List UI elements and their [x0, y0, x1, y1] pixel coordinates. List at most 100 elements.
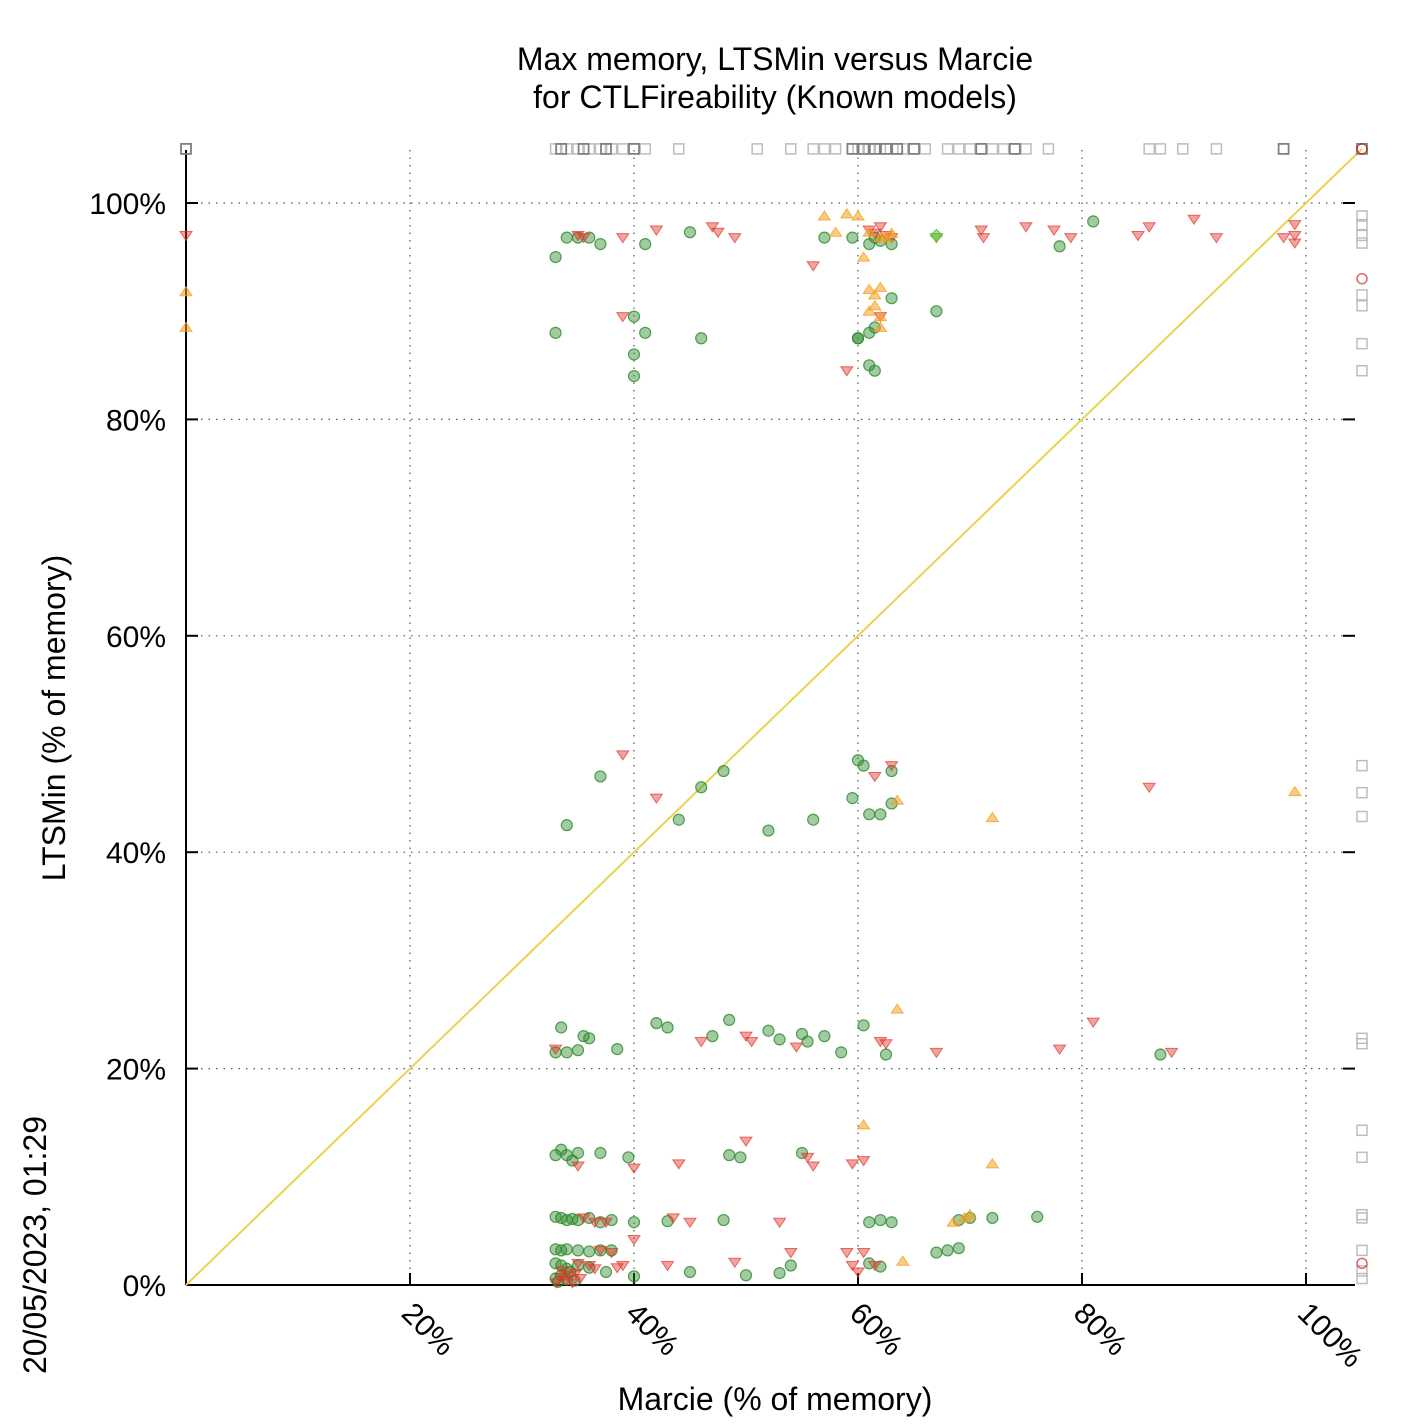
circle-point — [818, 231, 831, 244]
up-triangle-point — [862, 283, 877, 295]
down-triangle-point — [856, 1248, 871, 1259]
down-triangle-point — [744, 1037, 759, 1048]
circle-point — [734, 1151, 747, 1164]
timeout-square-point — [673, 143, 685, 155]
circle-point — [986, 1211, 999, 1225]
down-triangle-point — [548, 1044, 563, 1056]
timeout-square-point — [964, 143, 976, 155]
up-triangle-point — [851, 210, 865, 221]
up-triangle-point — [873, 281, 888, 292]
timeout-square-point-dark — [555, 142, 568, 155]
y-tick-label: 0% — [123, 1270, 166, 1303]
circle-point — [773, 1033, 786, 1046]
circle-point — [723, 1149, 736, 1162]
timeout-square-point — [1356, 289, 1368, 301]
circle-point — [695, 332, 708, 345]
timeout-square-point-dark — [1008, 142, 1021, 155]
up-triangle-point — [890, 1003, 905, 1014]
down-triangle-point — [576, 1213, 591, 1224]
chart-title-line-2: for CTLFireability (Known models) — [533, 79, 1017, 115]
up-triangle-point — [895, 1255, 910, 1266]
circle-point — [627, 310, 641, 323]
diagonal-reference-line — [185, 148, 1363, 1286]
timeout-square-point — [1356, 1212, 1368, 1224]
circle-point — [571, 1244, 585, 1257]
circle-point — [739, 1269, 753, 1282]
circle-point — [863, 1216, 876, 1229]
timeout-square-point-dark — [577, 142, 590, 155]
timeout-square-point — [1356, 1037, 1368, 1050]
timeout-square-point — [1042, 143, 1055, 155]
up-triangle-point — [884, 227, 899, 238]
circle-point — [650, 1017, 663, 1030]
up-triangle-point — [179, 321, 193, 332]
circle-point — [818, 1030, 831, 1043]
timeout-square-point — [1356, 229, 1368, 242]
down-triangle-point — [615, 312, 630, 323]
down-triangle-point — [884, 761, 899, 772]
circle-point — [784, 1259, 797, 1272]
circle-point — [846, 791, 859, 805]
timeout-square-point — [1356, 364, 1368, 377]
down-triangle-point — [839, 366, 854, 377]
timeout-square-point — [919, 143, 931, 155]
up-triangle-point — [963, 1208, 977, 1220]
down-triangle-point — [1019, 222, 1033, 233]
down-triangle-point — [599, 1217, 613, 1229]
down-triangle-point — [649, 225, 664, 236]
circle-point — [1087, 215, 1100, 228]
down-triangle-point — [660, 1261, 675, 1272]
tick-labels: 0% 20% 40% 60% 80% 100% 20% 40% 60% 80% 100% — [89, 188, 1368, 1374]
circle-point — [560, 1046, 573, 1059]
grid-lines — [186, 150, 1355, 1285]
down-triangle-point — [615, 750, 630, 761]
circle-point — [695, 781, 708, 794]
down-triangle-point — [727, 233, 742, 244]
down-triangle-point — [974, 225, 989, 236]
timeout-square-point — [1020, 143, 1032, 155]
down-triangle-point — [694, 1037, 709, 1048]
down-triangle-point — [845, 1159, 860, 1170]
circle-point — [683, 226, 697, 239]
down-triangle-point — [683, 1217, 697, 1229]
timeout-square-point — [1356, 237, 1368, 249]
circle-point — [874, 1213, 887, 1227]
down-triangle-point — [1142, 782, 1157, 794]
timeout-square-point — [1154, 143, 1167, 155]
circle-point — [857, 759, 870, 772]
down-triangle-point — [1164, 1047, 1179, 1059]
circle-point — [583, 1245, 596, 1258]
circle-point — [599, 1265, 613, 1279]
timeout-square-point-dark — [600, 142, 612, 155]
open-circle-point — [1356, 143, 1368, 155]
timeout-square-point-dark — [891, 142, 904, 155]
up-triangle-point — [179, 285, 193, 297]
down-triangle-point — [873, 222, 888, 233]
timeout-square-point — [941, 143, 954, 155]
down-triangle-point — [839, 1248, 854, 1259]
circle-point — [560, 1243, 573, 1256]
timeout-square-point — [1356, 786, 1368, 799]
down-triangle-point — [845, 1261, 860, 1272]
circle-point — [639, 326, 652, 339]
timeout-square-point — [1356, 218, 1368, 231]
timeout-square-point — [818, 143, 831, 155]
circle-point — [571, 1044, 585, 1057]
timeout-square-point-dark — [857, 142, 870, 155]
circle-point — [594, 238, 607, 251]
circle-point — [627, 1270, 641, 1283]
down-triangle-point — [1063, 233, 1078, 244]
down-triangle-point — [705, 222, 720, 233]
x-tick-label: 80% — [1067, 1297, 1133, 1363]
timeout-square-point-dark — [846, 142, 859, 155]
timeout-square-point — [1356, 1151, 1368, 1164]
circle-point — [868, 364, 881, 377]
up-triangle-point — [862, 226, 877, 237]
timeout-square-point — [1356, 810, 1368, 823]
circle-point — [863, 808, 876, 821]
down-triangle-point — [179, 230, 193, 242]
down-triangle-point — [571, 1161, 585, 1172]
circle-point — [622, 1151, 635, 1164]
down-triangle-point — [772, 1217, 787, 1229]
down-triangle-point — [573, 1274, 588, 1285]
